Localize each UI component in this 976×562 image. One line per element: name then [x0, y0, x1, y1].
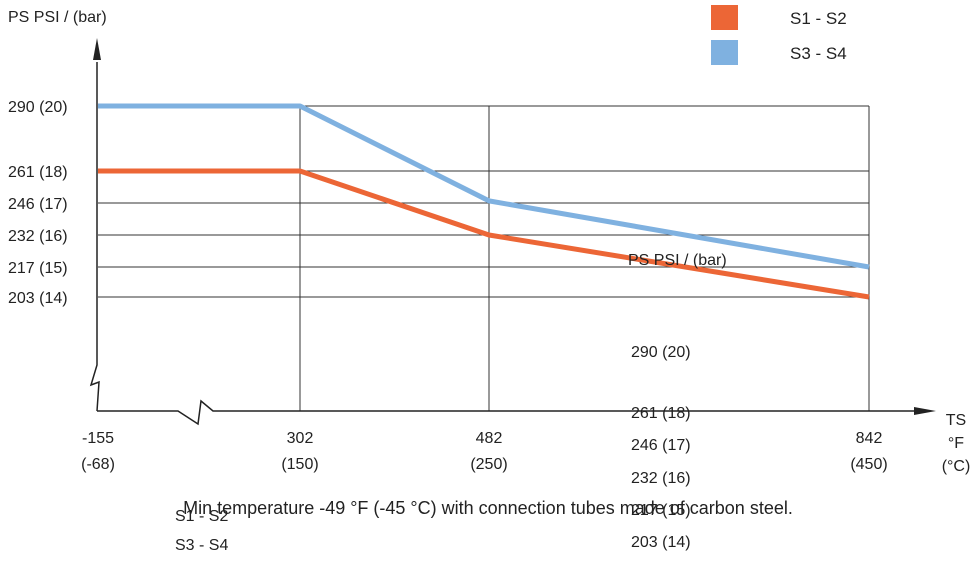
grid: [98, 105, 870, 411]
legend-swatch-s1-s2: [711, 5, 738, 30]
legend-label-s3-s4: S3 - S4: [790, 44, 847, 63]
chart-caption: Min temperature -49 °F (-45 °C) with con…: [183, 498, 793, 518]
x-tick-label-c-302: (150): [281, 456, 318, 473]
x-tick-label-f-302: 302: [287, 430, 314, 447]
legend: S1 - S2 S3 - S4: [711, 5, 847, 65]
y-tick-label-246: 246 (17): [8, 196, 68, 213]
y-axis-label: PS PSI / (bar): [8, 9, 107, 26]
y-tick-label-217: 217 (15): [8, 260, 68, 277]
x-tick-label-c-482: (250): [470, 456, 507, 473]
x-tick-label-f--155: -155: [82, 430, 114, 447]
x-tick-label-f-482: 482: [476, 430, 503, 447]
axes: PS PSI / (bar) TS °F (°C): [8, 9, 970, 475]
x-axis-line: [97, 399, 915, 426]
tick-labels: 290 (20) 261 (18) 246 (17) 232 (16) 217 (15)…: [8, 99, 888, 473]
y-axis-arrow: [93, 38, 101, 60]
overlay-tick-217: 217 (15): [631, 502, 691, 519]
y-axis-line: [89, 62, 100, 412]
y-tick-label-232: 232 (16): [8, 228, 68, 245]
x-tick-label-c-842: (450): [850, 456, 887, 473]
overlay-tick-290: 290 (20): [631, 344, 691, 361]
legend-label-s1-s2: S1 - S2: [790, 9, 847, 28]
series-lines: [98, 103, 870, 300]
legend-swatch-s3-s4: [711, 40, 738, 65]
series-line-s1-s2: [98, 168, 870, 300]
x-axis-arrow: [914, 407, 936, 415]
y-tick-label-203: 203 (14): [8, 290, 68, 307]
x-axis-label-ts: TS: [946, 412, 966, 429]
series-line-s3-s4: [98, 103, 870, 270]
y-tick-label-290: 290 (20): [8, 99, 68, 116]
x-axis-label-f: °F: [948, 435, 964, 452]
y-tick-label-261: 261 (18): [8, 164, 68, 181]
x-tick-label-c--155: (-68): [81, 456, 115, 473]
x-axis-label-c: (°C): [942, 458, 971, 475]
x-tick-label-f-842: 842: [856, 430, 883, 447]
overlay-tick-203: 203 (14): [631, 534, 691, 551]
overlay-tick-232: 232 (16): [631, 470, 691, 487]
overlay-legend-s1-s2: S1 - S2: [175, 508, 229, 525]
overlay-y-axis-label: PS PSI / (bar): [628, 252, 727, 269]
overlay-tick-261: 261 (18): [631, 405, 691, 422]
overlay-legend-s3-s4: S3 - S4: [175, 537, 229, 554]
overlay-tick-246: 246 (17): [631, 437, 691, 454]
